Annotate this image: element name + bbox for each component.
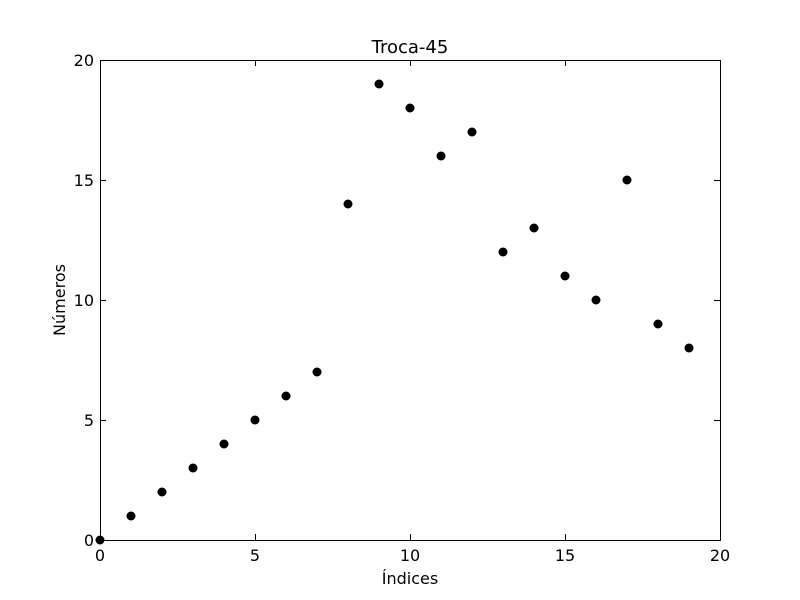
data-point (653, 319, 663, 329)
plot-frame (100, 60, 721, 541)
x-tick-labels: 0 5 10 15 20 (95, 546, 730, 565)
x-tick-label: 0 (95, 546, 105, 565)
data-point (684, 343, 694, 353)
x-tick-label: 10 (400, 546, 420, 565)
data-point (436, 151, 446, 161)
y-tick-labels: 0 5 10 15 20 (74, 51, 94, 550)
y-tick-label: 0 (84, 531, 94, 550)
chart-title: Troca-45 (371, 37, 449, 58)
x-tick-label: 15 (555, 546, 575, 565)
data-point (219, 439, 229, 449)
data-point (405, 103, 415, 113)
data-point (157, 487, 167, 497)
y-tick-label: 15 (74, 171, 94, 190)
data-point (498, 247, 508, 257)
x-axis-label: Índices (382, 569, 438, 588)
x-tick-label: 5 (250, 546, 260, 565)
x-tick-label: 20 (710, 546, 730, 565)
data-point (591, 295, 601, 305)
y-tick-label: 10 (74, 291, 94, 310)
data-point (250, 415, 260, 425)
data-point (374, 79, 384, 89)
y-tick-label: 20 (74, 51, 94, 70)
y-tick-label: 5 (84, 411, 94, 430)
data-point (126, 511, 136, 521)
data-point (281, 391, 291, 401)
data-points (95, 79, 694, 545)
y-axis-label: Números (50, 264, 69, 336)
data-point (312, 367, 322, 377)
data-point (467, 127, 477, 137)
data-point (529, 223, 539, 233)
data-point (622, 175, 632, 185)
data-point (188, 463, 198, 473)
data-point (560, 271, 570, 281)
data-point (343, 199, 353, 209)
